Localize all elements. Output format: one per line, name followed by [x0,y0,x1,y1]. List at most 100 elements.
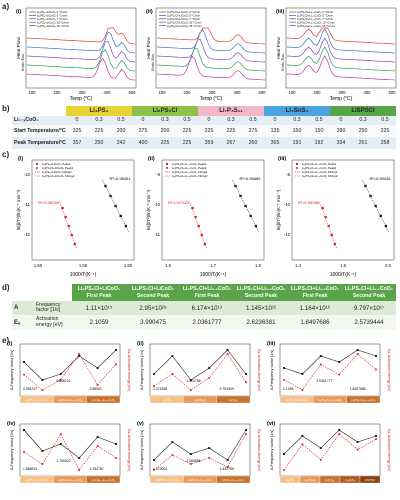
kissinger-legend-entry: Li₃PS₄+LiCoO₂ Peak1 [42,162,71,166]
kissinger-subplot-3: (iii) ln(β/T²)/ln(K⁻¹ min⁻¹) 1000/T(K⁻¹) 1.… [276,156,395,278]
group-header: Li₇P₃S₁₁ [198,106,264,116]
e-frequency-point [319,355,322,357]
peak-temp-cell: 267 [220,137,242,149]
start-temp-cell: 200 [154,125,176,137]
dsc-legend-entry: Li₆PS₅Cl+LiCoO₂ 15 °C/min [167,24,202,28]
dsc-y-unit: Endo. Exo. [281,53,285,71]
dsc-curve-4 [156,47,266,72]
dsc-y-axis-label: Heat Flow [146,37,152,59]
kissinger-red-point [197,224,201,228]
kissinger-black-point [384,224,388,228]
kissinger-y-tick: -8 [286,172,290,177]
e-frequency-point [59,373,62,375]
kinetic-column-header: Li₆PS₅Cl+Li₀.₅CoO₂ First Peak [180,284,234,301]
dsc-x-tick: 100 [29,90,37,95]
e-frequency-point [78,457,81,459]
e-frequency-line [283,429,377,455]
kissinger-x-tick: 1.50 [34,263,43,268]
e-frequency-point [115,443,117,445]
dsc-x-tick: 500 [389,90,397,95]
e-category-label: Li₆PS₅Cl+LiCoO₂ [286,398,307,402]
dsc-curve-5 [156,55,266,81]
e-subplot-2: (ii) A-Frequency factor [1/s] Ea-Activatio… [137,341,261,404]
e-value-annotation: 1.424758 [186,379,200,383]
kissinger-legend-entry: Li₆PS₅Cl+Li₀.₇CoO₂ Peak2 [302,166,337,170]
e-energy-point [375,368,377,371]
e-energy-point [153,469,155,471]
dsc-curve-2 [286,28,396,54]
e-energy-point [171,373,174,376]
e-y-right-label: Ea-Activation energy [eV] [127,349,131,392]
kissinger-black-point [104,184,107,188]
e-energy-point [338,433,341,436]
dsc-legend-entry: Li₃PS₄+LiCoO₂ 10 °C/min [37,20,69,24]
e-energy-point [96,445,99,448]
x-value-cell: 0.3 [220,116,242,125]
kissinger-legend-entry: Li₆PS₅Cl+LiCoO₂ Fitting2 [42,174,75,178]
kissinger-black-point [364,184,367,188]
x-value-cell: 0 [132,116,154,125]
e-category-label: Li₆PS₅Cl+Li₀.₅CoO₂ [318,398,343,402]
e-energy-point [78,469,81,471]
kinetic-column-header: Li₆PS₅Cl+LiCoO₂ First Peak [72,284,126,301]
start-temp-cell: 150 [308,125,330,137]
e-frequency-point [153,459,155,461]
dsc-legend-entry: Li₆PS₅Cl+Li₀.₅CoO₂ 15 °C/min [297,24,335,28]
e-frequency-point [78,355,81,357]
e-category-label: Li₇P₃S₁₁+Li₁₋ₓCoO₂ [91,478,115,482]
peak-temp-cell: 250 [88,137,110,149]
e-category-band [216,395,251,404]
e-energy-line [283,433,377,471]
e-value-annotation: 0.846122 [56,379,70,383]
kinetic-column-header: Li₆PS₅Cl+LiCoO₂ Second Peak [126,284,180,301]
dsc-curve-5 [26,57,136,81]
activation-energy-cell: 2.6236381 [234,315,288,330]
kissinger-legend-marker [36,163,38,165]
kissinger-black-point [379,214,382,218]
kissinger-legend-entry: Li₆PS₅Cl+Li₀.₅CoO₂ Peak2 [172,166,207,170]
e-energy-point [375,438,377,441]
dsc-legend-entry: Li₃PS₄+LiCoO₂ 15 °C/min [37,24,69,28]
e-energy-line [23,353,117,391]
activation-energy-cell: 3.990475 [126,315,180,330]
e-category-label: Li₇P₃S₁₁+Li₁₋ₓCoO₂ [91,398,115,402]
kissinger-subplot-label: (ii) [148,156,155,162]
kissinger-legend-entry: Li₆PS₅Cl+Li₀.₅CoO₂ Peak1 [172,162,207,166]
kissinger-legend-entry: Li₆PS₅Cl+LiCoO₂ Peak1 [42,166,74,170]
e-y-right-label: Ea-Activation energy [eV] [127,429,131,472]
temperature-table: Li₃PS₄ Li₆PS₅Cl Li₇P₃S₁₁ Li₄SnS₄ LiSPSCl Li₁… [12,106,396,149]
dsc-legend-entry: Li₃PS₄+LiCoO₂ 7 °C/min [37,17,68,21]
x-value-cell: 0 [330,116,352,125]
e-category-label: Li₆PS₅Cl [305,478,316,482]
e-category-label: Li₆PS₅Cl+Li₁₋ₓCoO₂ [58,478,83,482]
dsc-legend-entry: Li₃PS₄+LiCoO₂ 2 °C/min [37,10,68,14]
e-frequency-point [319,447,322,449]
kissinger-x-tick: 1.55 [79,263,88,268]
e-energy-point [59,378,62,381]
panel-label-d: d) [2,283,10,292]
e-value-annotation: 2.069556 [186,459,200,463]
e-value-annotation: 1.379002 [153,467,167,471]
kissinger-red-point [67,224,71,228]
dsc-x-tick: 500 [129,90,137,95]
dsc-x-tick: 400 [364,90,372,95]
panel-label-e: e) [2,336,10,345]
dsc-x-tick: 300 [339,90,347,95]
e-value-annotation: 0.761949 [220,387,234,391]
e-value-annotation: 1.8497686 [350,387,366,391]
e-value-annotation: 1.534787 [90,467,104,471]
start-temp-cell: 375 [132,125,154,137]
e-energy-point [208,377,211,380]
peak-temp-cell: 400 [132,137,154,149]
dsc-x-axis-label: Temp (°C) [70,96,93,102]
e-energy-point [59,433,62,436]
e-frequency-point [171,355,174,357]
activation-energy-cell: 1.8497686 [288,315,342,330]
e-frequency-line [23,429,117,459]
kissinger-y-tick: -10 [284,202,291,207]
e-frequency-point [356,441,359,443]
e-energy-point [189,389,192,391]
e-frequency-point [189,379,192,381]
dsc-x-tick: 200 [184,90,192,95]
kissinger-x-axis-label: 1000/T(K⁻¹) [330,272,357,278]
